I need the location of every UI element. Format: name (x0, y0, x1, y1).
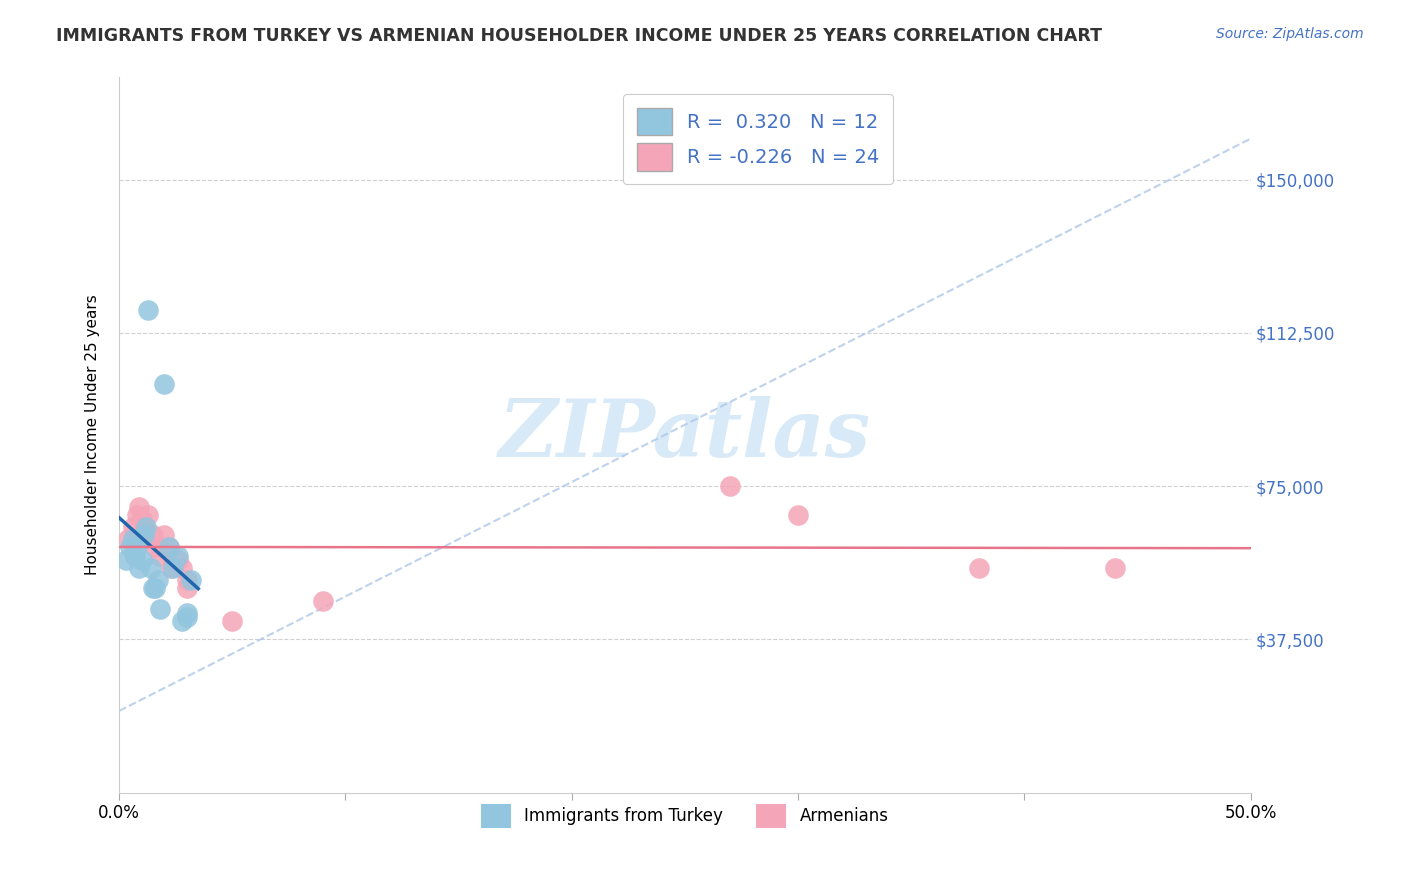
Point (157, 541, 180, 555)
Point (718, 479, 741, 493)
Point (128, 500, 150, 514)
Point (967, 561, 990, 575)
Point (131, 552, 153, 566)
Point (135, 533, 157, 547)
Point (143, 541, 166, 555)
Point (127, 508, 149, 522)
Point (176, 573, 198, 587)
Point (176, 582, 198, 596)
Point (128, 561, 150, 575)
Point (172, 561, 194, 575)
Point (131, 512, 153, 526)
Point (121, 520, 143, 534)
Point (1104, 561, 1126, 575)
Point (124, 549, 146, 563)
Point (149, 601, 172, 615)
Y-axis label: Householder Income Under 25 years: Householder Income Under 25 years (86, 294, 100, 575)
Point (117, 533, 139, 547)
Point (121, 533, 143, 547)
Point (135, 520, 157, 534)
Point (149, 549, 172, 563)
Point (172, 614, 194, 628)
Point (127, 541, 149, 555)
Point (132, 520, 155, 534)
Text: Source: ZipAtlas.com: Source: ZipAtlas.com (1216, 27, 1364, 41)
Point (143, 582, 166, 596)
Point (157, 541, 180, 555)
Legend: Immigrants from Turkey, Armenians: Immigrants from Turkey, Armenians (474, 797, 896, 834)
Point (139, 561, 162, 575)
Point (138, 508, 160, 522)
Point (221, 614, 243, 628)
Point (115, 552, 138, 566)
Point (312, 593, 335, 607)
Point (138, 303, 160, 318)
Point (153, 528, 176, 542)
Point (176, 606, 198, 620)
Point (142, 582, 165, 596)
Point (162, 561, 184, 575)
Point (120, 541, 142, 555)
Text: IMMIGRANTS FROM TURKEY VS ARMENIAN HOUSEHOLDER INCOME UNDER 25 YEARS CORRELATION: IMMIGRANTS FROM TURKEY VS ARMENIAN HOUSE… (56, 27, 1102, 45)
Point (787, 508, 810, 522)
Point (167, 552, 190, 566)
Point (176, 610, 198, 624)
Point (153, 376, 176, 391)
Point (160, 561, 183, 575)
Text: ZIPatlas: ZIPatlas (499, 396, 870, 474)
Point (142, 528, 165, 542)
Point (146, 573, 169, 587)
Point (167, 549, 190, 563)
Point (132, 528, 155, 542)
Point (180, 573, 202, 587)
